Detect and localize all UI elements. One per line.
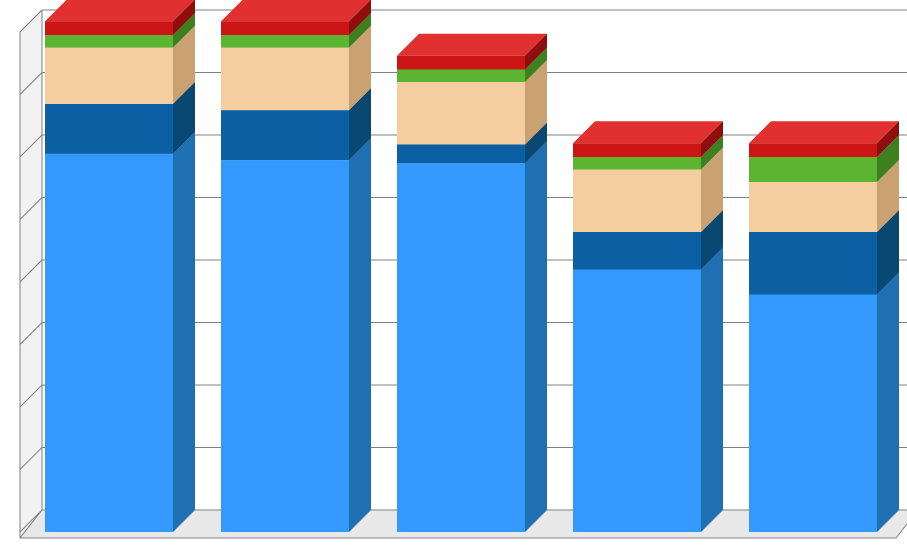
stacked-bar-chart-3d <box>0 0 907 545</box>
chart-canvas <box>0 0 907 545</box>
